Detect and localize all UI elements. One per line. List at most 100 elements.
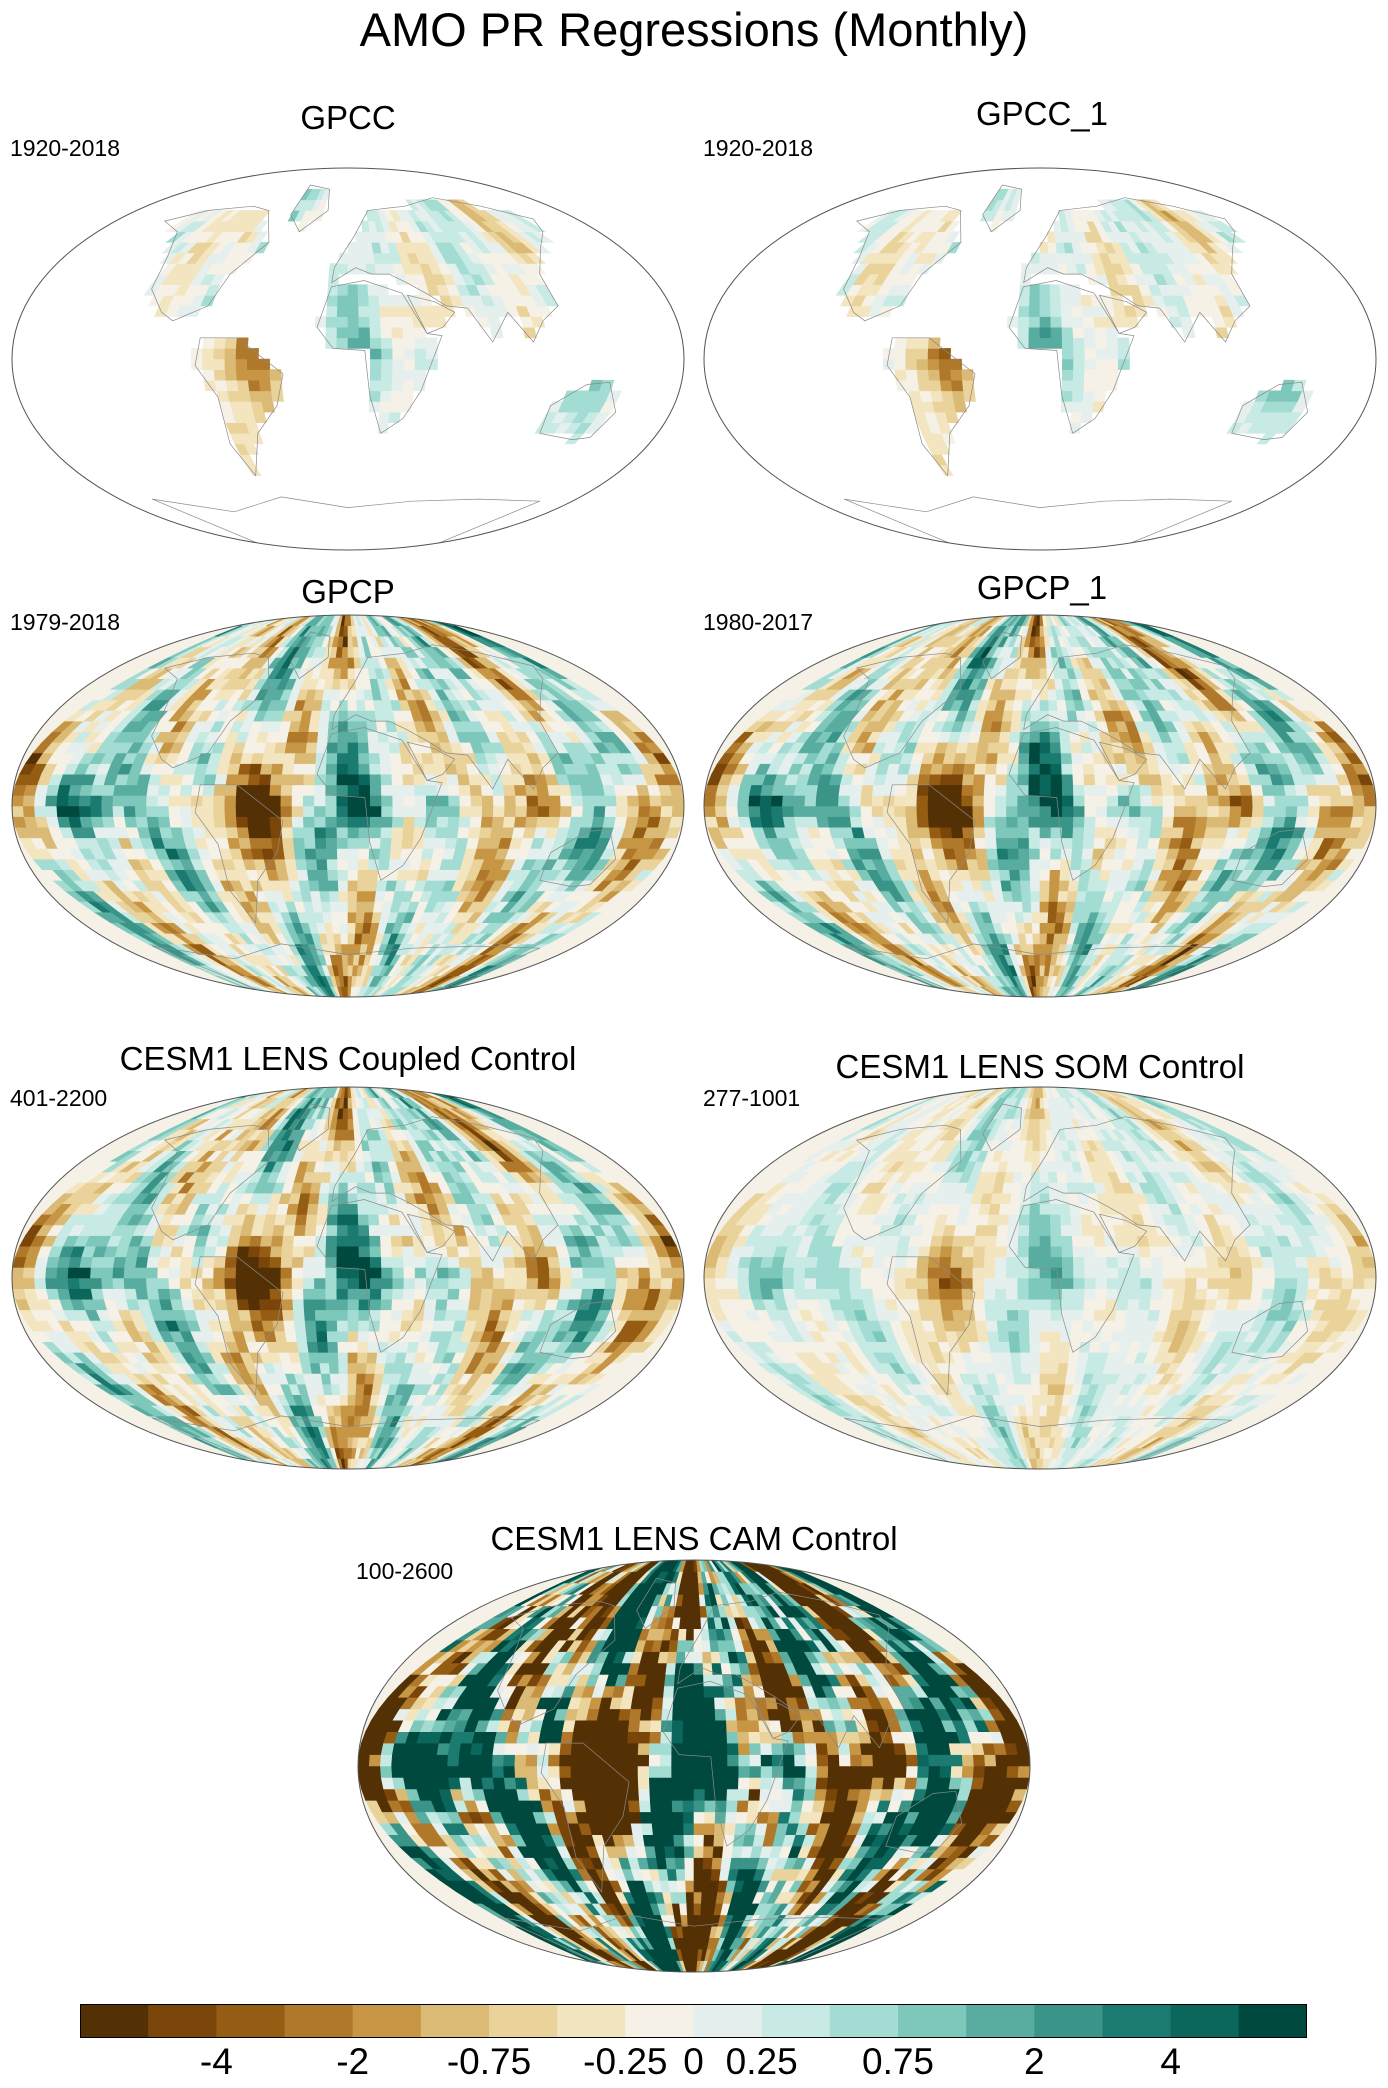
map-cell — [1039, 731, 1051, 743]
map-field — [12, 168, 684, 550]
map-cell — [1039, 858, 1051, 871]
coastline — [151, 205, 270, 322]
map-cell — [271, 837, 284, 849]
map-cell — [1029, 742, 1041, 754]
map-cell — [1082, 763, 1096, 775]
map-cell — [972, 805, 985, 817]
map-cell — [224, 358, 237, 370]
map-cell — [748, 795, 762, 807]
map-cell — [1184, 805, 1198, 817]
map-cell — [826, 805, 840, 817]
map-cell — [938, 348, 951, 360]
map-cell — [224, 337, 238, 349]
map-cell — [1071, 763, 1085, 775]
map-cell — [998, 869, 1011, 881]
map-cell — [504, 795, 517, 807]
map-cell — [973, 826, 986, 839]
map-cell — [402, 326, 415, 339]
map-cell — [1274, 805, 1287, 817]
map-cell — [1070, 742, 1083, 754]
map-cell — [737, 805, 750, 817]
map-cell — [1072, 379, 1085, 392]
map-cell — [379, 305, 392, 317]
map-cell — [1006, 316, 1019, 328]
map-cell — [580, 816, 595, 828]
map-cell — [347, 263, 358, 275]
map-cell — [1352, 795, 1366, 807]
map-cell — [964, 848, 978, 860]
map-cell — [938, 805, 951, 817]
coastline — [194, 337, 284, 477]
map-cell — [347, 932, 356, 945]
map-cell — [1139, 784, 1153, 796]
map-cell — [1021, 901, 1032, 913]
coastline — [406, 741, 456, 781]
map-cell — [337, 284, 349, 296]
map-cell — [270, 773, 283, 786]
map-cell — [1014, 911, 1025, 924]
map-cell — [1017, 826, 1030, 839]
map-cell — [1009, 869, 1021, 881]
map-cell — [1194, 784, 1208, 796]
map-cell — [826, 795, 840, 807]
map-cell — [380, 379, 393, 392]
map-cell — [1060, 742, 1072, 754]
map-cell — [358, 805, 371, 817]
map-cell — [379, 837, 393, 849]
map-cell — [340, 667, 349, 679]
map-cell — [1161, 816, 1175, 828]
map-cell — [1094, 773, 1107, 786]
map-cell — [805, 784, 819, 796]
map-cell — [1039, 752, 1052, 764]
map-cell — [1083, 826, 1096, 839]
map-cell — [984, 773, 997, 786]
map-cell — [1028, 763, 1041, 775]
map-cell — [284, 858, 298, 871]
map-cell — [1029, 731, 1041, 743]
map-cell — [1049, 731, 1061, 743]
map-cell — [437, 795, 450, 807]
map-cell — [456, 199, 481, 211]
map-cell — [437, 805, 450, 817]
map-gpcc-1 — [703, 167, 1377, 551]
map-cell — [459, 795, 472, 807]
map-cell — [1106, 348, 1119, 360]
map-cell — [927, 369, 941, 381]
map-cell — [368, 742, 380, 754]
map-cell — [146, 795, 159, 807]
map-cell — [950, 795, 963, 807]
map-cell — [537, 795, 550, 807]
map-cell — [1272, 816, 1287, 828]
coastline — [331, 197, 559, 343]
map-cell — [1061, 358, 1074, 370]
map-cell — [252, 231, 269, 243]
map-cell — [1039, 699, 1050, 711]
map-cell — [252, 220, 269, 232]
map-cell — [906, 379, 920, 392]
map-cell — [369, 348, 382, 360]
map-cell — [782, 816, 797, 828]
map-cell — [1205, 816, 1220, 828]
map-cell — [1104, 837, 1117, 849]
map-cell — [67, 805, 81, 817]
map-cell — [281, 837, 295, 849]
map-cell — [320, 699, 332, 711]
map-cell — [327, 869, 339, 881]
map-cell — [1061, 348, 1074, 360]
map-cell — [1006, 784, 1019, 796]
map-cell — [1094, 326, 1107, 339]
map-cell — [996, 848, 1009, 860]
map-cell — [238, 763, 252, 775]
map-cell — [1031, 678, 1041, 690]
map-cell — [1138, 826, 1152, 839]
map-cell — [379, 752, 392, 764]
map-cell — [1296, 805, 1310, 817]
map-cell — [202, 795, 215, 807]
map-cell — [1106, 337, 1119, 349]
map-cell — [1039, 943, 1048, 955]
map-cell — [356, 901, 367, 913]
map-cell — [347, 710, 358, 722]
map-cell — [871, 795, 884, 807]
map-cell — [369, 795, 382, 807]
map-cell — [1014, 689, 1025, 701]
